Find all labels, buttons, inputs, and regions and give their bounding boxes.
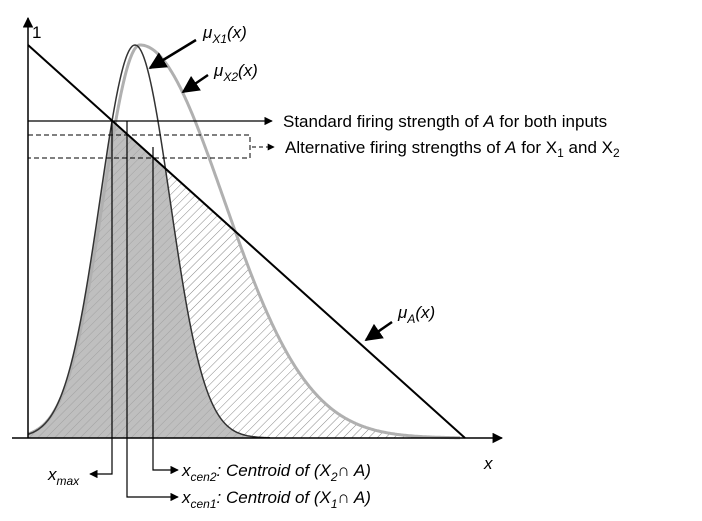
standard-label: Standard firing strength of A for both i… [283, 112, 607, 131]
mu-x1-curve [27, 44, 271, 439]
mu-x2-arrow [181, 73, 209, 94]
x-cen1-line [126, 121, 179, 502]
alternative-box [27, 134, 251, 159]
x-cen2-label: xcen2: Centroid of (X2∩ A) [181, 461, 371, 484]
x1-intersection-area [28, 121, 260, 439]
mu-x1-arrow [148, 38, 197, 70]
mu-a-line [27, 44, 466, 439]
mu-x2-curve [27, 43, 460, 440]
x-cen1-label: xcen1: Centroid of (X1∩ A) [181, 488, 371, 511]
x-axis-label: x [483, 454, 493, 473]
x-max-line [89, 121, 113, 479]
x-max-label: xmax [47, 465, 80, 488]
mu-a-arrow [364, 320, 393, 342]
mu-a-label: μA(x) [397, 303, 435, 326]
mu-x1-label: μX1(x) [202, 23, 247, 46]
y-one-label: 1 [32, 23, 41, 42]
alternative-label: Alternative firing strengths of A for X1… [285, 138, 620, 160]
shapes [27, 43, 465, 440]
mu-x2-label: μX2(x) [213, 61, 258, 84]
